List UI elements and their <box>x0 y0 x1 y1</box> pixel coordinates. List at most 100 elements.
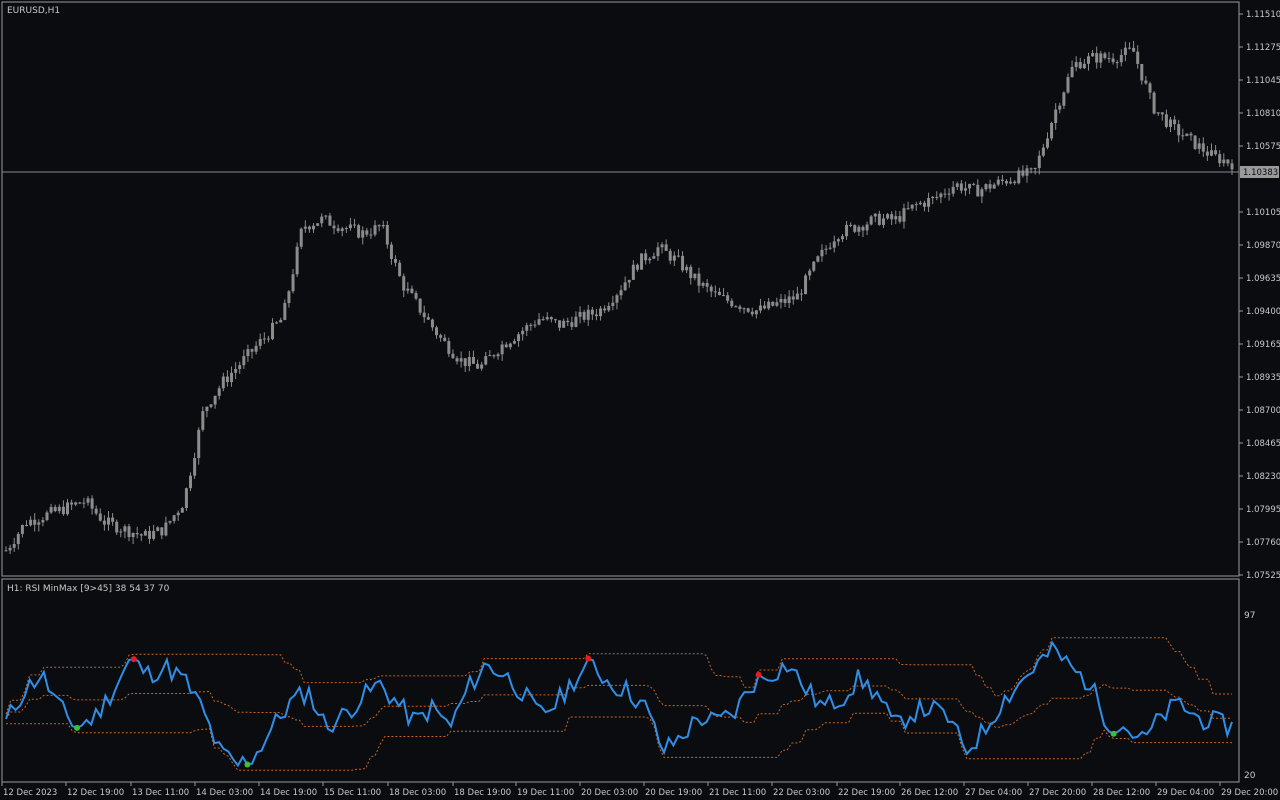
candle <box>168 520 172 525</box>
candle <box>1226 158 1230 167</box>
candle <box>328 212 332 226</box>
candle <box>115 519 119 535</box>
sell-signal-dot <box>755 671 762 678</box>
candle <box>254 341 258 355</box>
candle <box>488 350 492 357</box>
candle <box>389 241 393 265</box>
candle <box>631 260 635 280</box>
price-tick-label: 1.10105 <box>1246 208 1280 218</box>
time-tick-label: 26 Dec 12:00 <box>901 788 958 798</box>
candle <box>365 227 369 237</box>
candle <box>344 226 348 233</box>
candle <box>660 242 664 254</box>
sell-signal-dot <box>585 655 592 662</box>
price-tick-label: 1.07760 <box>1246 538 1280 548</box>
candle <box>426 313 430 320</box>
price-tick-label: 1.07995 <box>1246 505 1280 515</box>
candle <box>754 309 758 319</box>
price-tick-label: 1.08465 <box>1246 439 1280 449</box>
candle <box>566 317 570 327</box>
candle <box>1193 135 1197 151</box>
candle <box>734 305 738 308</box>
price-tick-label: 1.09870 <box>1246 241 1280 251</box>
candle <box>1062 91 1066 110</box>
candle <box>652 252 656 259</box>
candle <box>250 348 254 359</box>
candle <box>697 267 701 293</box>
candle <box>1099 50 1103 69</box>
candle <box>455 355 459 365</box>
candle <box>533 320 537 328</box>
candle <box>275 321 279 325</box>
candle <box>1050 121 1054 141</box>
time-tick-label: 21 Dec 11:00 <box>709 788 766 798</box>
candle <box>394 255 398 267</box>
candle <box>41 517 45 527</box>
candle <box>857 224 861 236</box>
candle <box>722 288 726 297</box>
candle <box>1148 81 1152 100</box>
candle <box>90 495 94 515</box>
time-tick-label: 18 Dec 19:00 <box>454 788 511 798</box>
candle <box>135 526 139 539</box>
candle <box>480 361 484 371</box>
candle <box>217 385 221 400</box>
signal-dots <box>74 655 1117 768</box>
candle <box>295 242 299 278</box>
candle <box>402 273 406 298</box>
time-tick-label: 22 Dec 19:00 <box>838 788 895 798</box>
candle <box>29 516 33 527</box>
price-tick-label: 1.10575 <box>1246 142 1280 152</box>
candle <box>906 201 910 210</box>
candle <box>746 307 750 313</box>
candle <box>590 307 594 321</box>
candle <box>299 227 303 250</box>
candle <box>521 327 525 341</box>
indicator-panel[interactable]: H1: RSI MinMax [9>45] 38 54 37 70 <box>1 578 1240 783</box>
upper-band <box>5 637 1232 715</box>
candle <box>361 226 365 245</box>
candle <box>1197 138 1201 154</box>
candle <box>635 263 639 272</box>
candle <box>1045 132 1049 150</box>
candle <box>1181 128 1185 141</box>
candle <box>1205 145 1209 161</box>
candle <box>1201 137 1205 157</box>
candle <box>180 506 184 513</box>
candle <box>266 335 270 343</box>
candle <box>111 513 115 526</box>
candle <box>881 213 885 228</box>
time-tick-label: 29 Dec 20:00 <box>1221 788 1278 798</box>
candle <box>1107 51 1111 63</box>
buy-signal-dot <box>244 761 251 768</box>
candle <box>701 281 705 289</box>
candle <box>258 333 262 350</box>
candle <box>808 268 812 281</box>
price-tick-label: 1.08935 <box>1246 373 1280 383</box>
candle <box>1029 167 1033 174</box>
candle <box>529 323 533 331</box>
price-tick-label: 1.09635 <box>1246 274 1280 284</box>
candle <box>525 322 529 337</box>
candle <box>418 298 422 316</box>
candle <box>553 318 557 324</box>
candle <box>238 361 242 374</box>
candle <box>279 317 283 323</box>
candle <box>968 183 972 195</box>
candle <box>492 354 496 359</box>
candle <box>861 225 865 238</box>
rsi-line <box>5 640 1233 768</box>
price-panel[interactable]: EURUSD,H1 <box>1 1 1240 577</box>
candle <box>463 358 467 372</box>
candle <box>791 290 795 305</box>
candle <box>324 214 328 220</box>
candle <box>705 279 709 293</box>
price-tick-label: 1.08700 <box>1246 406 1280 416</box>
candle <box>37 519 41 532</box>
candle <box>193 452 197 479</box>
candle <box>283 299 287 321</box>
candle <box>1230 159 1234 176</box>
candle <box>726 292 730 304</box>
candle <box>16 531 20 550</box>
candle <box>45 510 49 522</box>
